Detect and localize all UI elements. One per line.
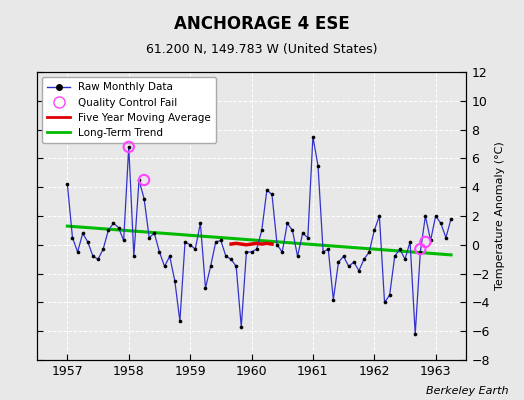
Point [196,220,204,226]
Point [181,239,189,245]
Point [319,249,328,255]
Point [303,234,312,241]
Point [63,181,72,188]
Point [299,230,307,236]
Point [109,220,117,226]
Point [360,256,368,262]
Point [119,237,128,244]
Point [309,134,317,140]
Point [237,324,245,330]
Point [416,246,424,252]
Point [216,237,225,244]
Point [222,253,230,260]
Point [206,263,215,270]
Point [370,227,378,234]
Point [135,177,143,183]
Point [436,220,445,226]
Point [145,234,154,241]
Point [411,331,419,337]
Point [375,213,384,219]
Point [431,213,440,219]
Point [340,253,348,260]
Point [350,259,358,265]
Point [421,213,430,219]
Legend: Raw Monthly Data, Quality Control Fail, Five Year Moving Average, Long-Term Tren: Raw Monthly Data, Quality Control Fail, … [42,77,216,143]
Point [344,263,353,270]
Point [125,144,133,150]
Point [99,246,107,252]
Point [129,253,138,260]
Point [268,191,276,198]
Point [160,263,169,270]
Point [386,292,394,298]
Point [380,299,389,306]
Point [273,242,281,248]
Point [421,239,430,245]
Point [232,263,241,270]
Point [84,239,92,245]
Point [94,256,102,262]
Point [288,227,297,234]
Point [334,259,343,265]
Point [406,239,414,245]
Y-axis label: Temperature Anomaly (°C): Temperature Anomaly (°C) [495,142,505,290]
Point [314,162,322,169]
Point [329,296,337,303]
Point [401,256,409,262]
Point [89,253,97,260]
Text: 61.200 N, 149.783 W (United States): 61.200 N, 149.783 W (United States) [146,44,378,56]
Point [390,253,399,260]
Point [427,237,435,244]
Point [227,256,235,262]
Point [140,196,148,202]
Text: ANCHORAGE 4 ESE: ANCHORAGE 4 ESE [174,15,350,33]
Point [242,249,250,255]
Point [171,278,179,284]
Point [191,246,200,252]
Point [365,249,374,255]
Point [150,230,159,236]
Point [293,253,302,260]
Point [442,234,450,241]
Point [176,318,184,324]
Point [447,216,455,222]
Point [278,249,287,255]
Point [166,253,174,260]
Point [396,246,404,252]
Point [416,249,424,255]
Point [258,227,266,234]
Point [201,285,210,291]
Point [253,246,261,252]
Point [355,268,363,274]
Point [140,177,148,183]
Point [79,230,87,236]
Point [212,239,220,245]
Point [155,249,163,255]
Point [324,246,332,252]
Point [125,144,133,150]
Point [283,220,291,226]
Point [104,227,113,234]
Point [247,249,256,255]
Point [68,234,77,241]
Point [263,187,271,193]
Point [114,224,123,231]
Point [186,242,194,248]
Point [73,249,82,255]
Text: Berkeley Earth: Berkeley Earth [426,386,508,396]
